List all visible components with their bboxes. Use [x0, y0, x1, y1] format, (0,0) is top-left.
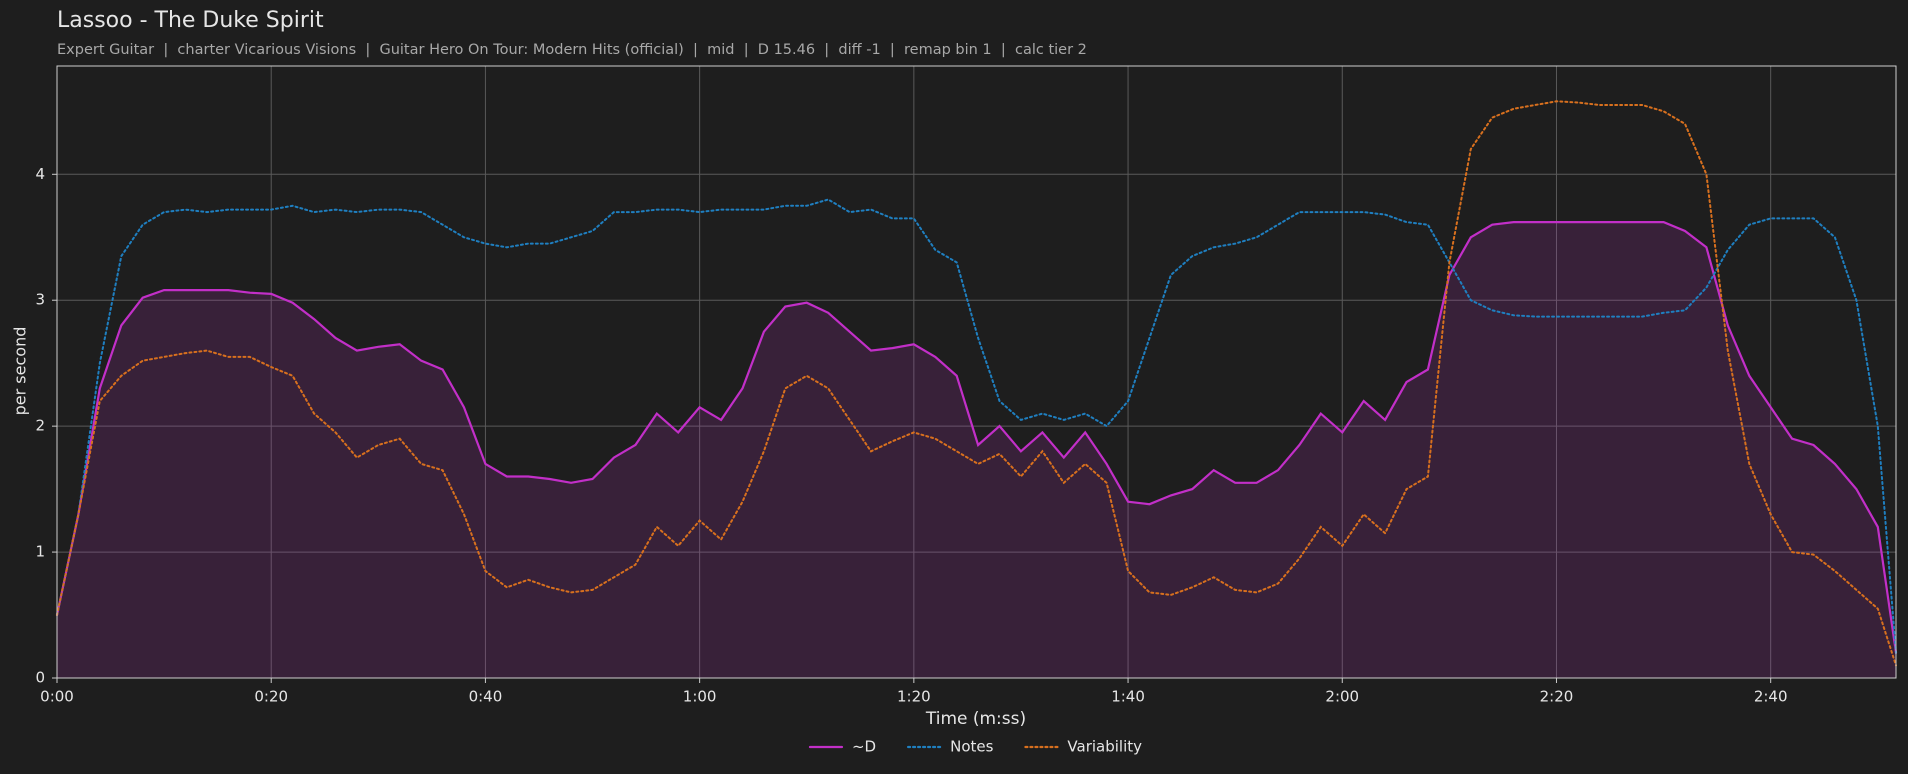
line: [56, 100, 1897, 667]
x-tick-label: 0:20: [254, 688, 288, 706]
legend-label: Notes: [950, 738, 994, 756]
x-tick-label: 1:20: [897, 688, 931, 706]
legend-label: ~D: [852, 738, 876, 756]
plot-frame: [56, 65, 1897, 679]
chart-subtitle: Expert Guitar | charter Vicarious Vision…: [57, 42, 1087, 58]
x-tick-label: 2:40: [1754, 688, 1788, 706]
chart-title: Lassoo - The Duke Spirit: [57, 8, 324, 33]
y-tick-label: 4: [35, 165, 45, 183]
y-tick-label: 1: [35, 543, 45, 561]
y-tick-label: 0: [35, 669, 45, 687]
x-axis-label: Time (m:ss): [925, 709, 1026, 729]
legend: ~D Notes Variability: [808, 738, 1142, 756]
y-tick-label: 3: [35, 291, 45, 309]
x-tick-label: 0:40: [469, 688, 503, 706]
y-tick-label: 2: [35, 417, 45, 435]
x-tick-label: 1:40: [1111, 688, 1145, 706]
y-axis-label: per second: [11, 327, 30, 416]
x-tick-label: 2:20: [1540, 688, 1574, 706]
x-tick-label: 1:00: [683, 688, 717, 706]
x-tick-label: 2:00: [1325, 688, 1359, 706]
legend-label: Variability: [1067, 738, 1142, 756]
line: [56, 198, 1897, 654]
line: [55, 221, 1898, 654]
x-tick-label: 0:00: [40, 688, 74, 706]
